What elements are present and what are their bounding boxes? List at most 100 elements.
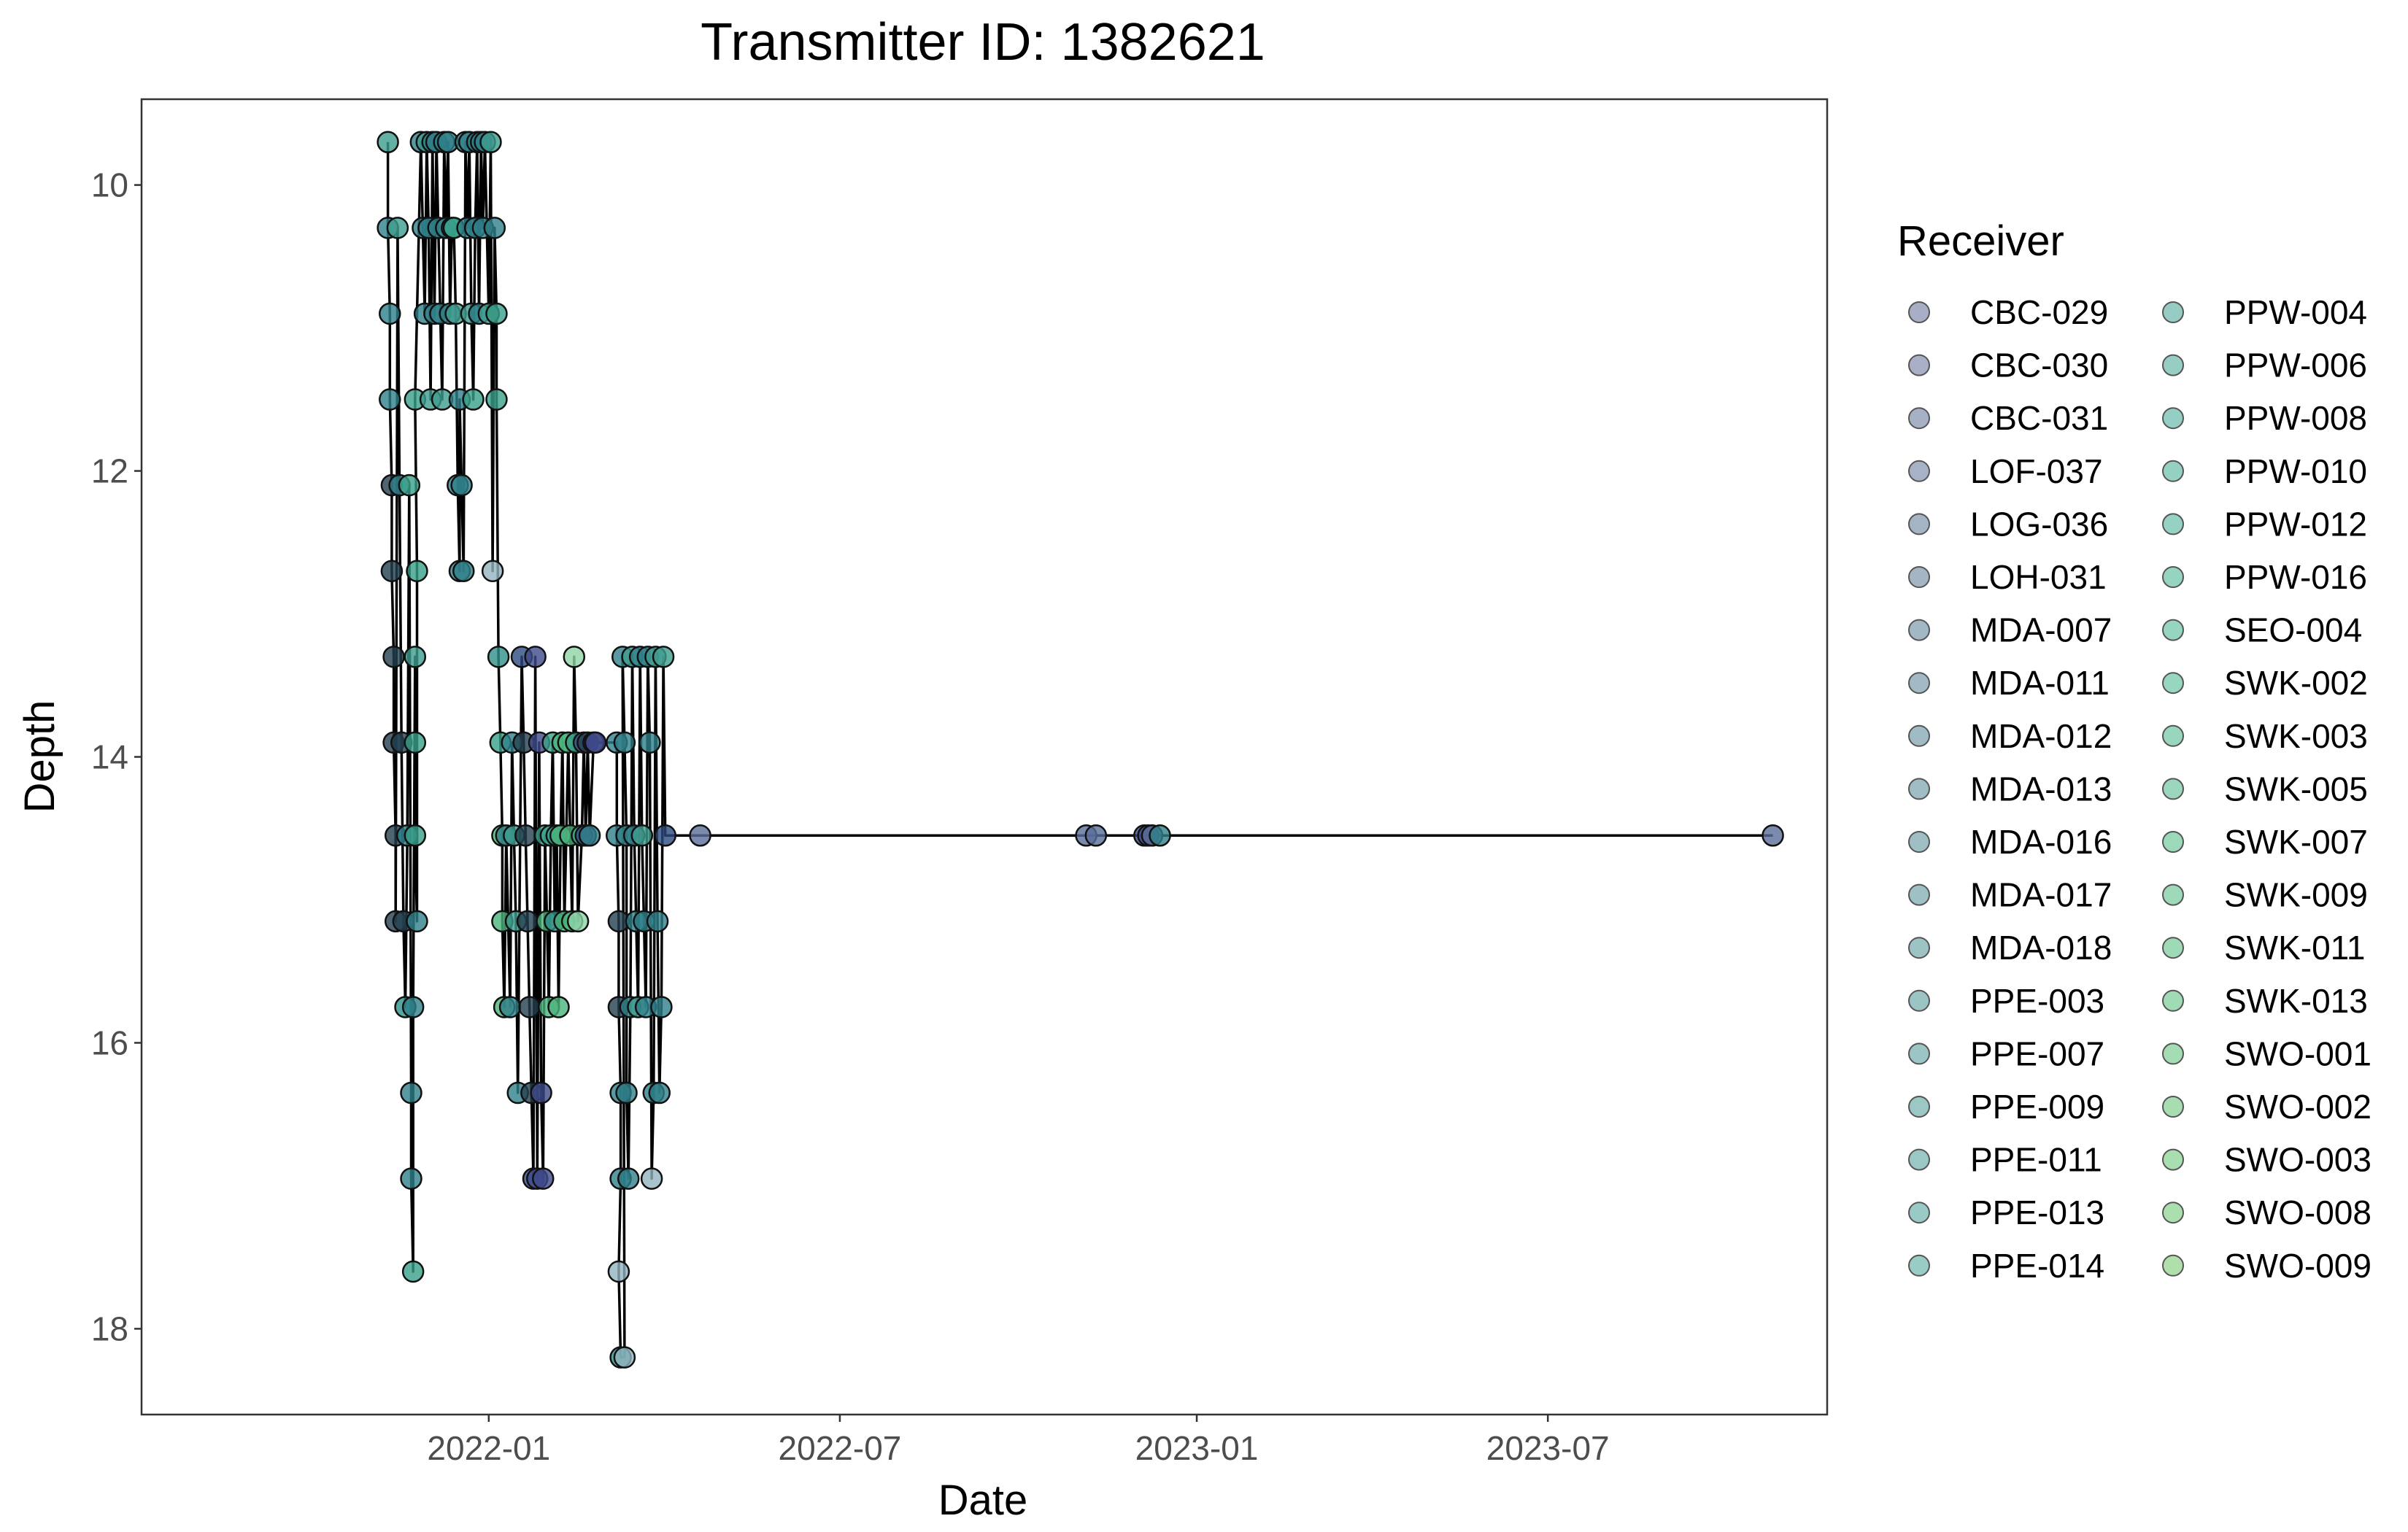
data-point (380, 560, 404, 582)
legend-key (1908, 460, 1930, 482)
legend-key (2162, 883, 2184, 906)
legend-key (2162, 1042, 2184, 1065)
legend-key (2162, 619, 2184, 641)
data-point (401, 1260, 425, 1283)
data-point (1761, 824, 1784, 847)
legend-key (2162, 1202, 2184, 1224)
legend-label: PPE-014 (1970, 1247, 2104, 1285)
legend-key (1908, 1148, 1930, 1171)
legend-key (1908, 1202, 1930, 1224)
data-point (379, 302, 401, 325)
x-tick-label: 2022-07 (779, 1429, 902, 1467)
data-point (404, 731, 427, 754)
data-point (607, 1260, 630, 1283)
data-point (532, 1167, 555, 1190)
y-axis: 10 12 14 16 18 (91, 166, 142, 1347)
legend-label: PPW-008 (2224, 399, 2367, 437)
data-point (406, 560, 428, 582)
legend-label: MDA-011 (1970, 664, 2110, 702)
data-point (652, 646, 675, 668)
data-point (615, 1081, 638, 1104)
legend-key (1908, 619, 1930, 641)
legend-label: CBC-029 (1970, 293, 2108, 331)
y-tick-label: 12 (91, 452, 128, 490)
data-point (452, 560, 475, 582)
data-point (638, 731, 661, 754)
data-point (377, 131, 399, 154)
legend-key (2162, 513, 2184, 535)
legend-key (2162, 724, 2184, 747)
legend-key (2162, 354, 2184, 376)
legend-key (1908, 778, 1930, 800)
legend-key (1908, 672, 1930, 695)
legend-label: MDA-013 (1970, 770, 2112, 808)
legend-key (2162, 1096, 2184, 1118)
legend-label: LOG-036 (1970, 505, 2108, 543)
x-tick-label: 2022-01 (427, 1429, 550, 1467)
data-points (377, 131, 1784, 1369)
legend-label: PPW-012 (2224, 505, 2367, 543)
legend-label: PPE-003 (1970, 982, 2104, 1020)
x-tick-label: 2023-07 (1486, 1429, 1610, 1467)
data-point (514, 824, 537, 847)
legend-key (1908, 989, 1930, 1012)
legend-key (2162, 1254, 2184, 1277)
legend-key (1908, 513, 1930, 535)
chart-title: Transmitter ID: 1382621 (701, 13, 1265, 71)
data-point (1084, 824, 1108, 847)
legend-label: PPE-009 (1970, 1088, 2104, 1126)
data-point (524, 646, 547, 668)
legend-label: SWO-009 (2224, 1247, 2372, 1285)
data-point (400, 1081, 422, 1104)
data-point (379, 388, 401, 411)
legend-key (1908, 301, 1930, 323)
legend-key (1908, 831, 1930, 853)
legend-label: SWK-002 (2224, 664, 2368, 702)
legend-label: SWO-003 (2224, 1141, 2372, 1179)
data-point (613, 731, 636, 754)
x-tick-label: 2023-01 (1135, 1429, 1259, 1467)
data-point (479, 131, 502, 154)
legend-key (1908, 407, 1930, 430)
data-point (398, 473, 421, 497)
data-point (401, 996, 425, 1018)
data-point (404, 646, 427, 668)
legend-label: PPW-010 (2224, 452, 2367, 490)
legend-label: PPE-013 (1970, 1194, 2104, 1231)
data-point (382, 646, 405, 668)
data-point (578, 824, 601, 847)
legend-label: SWK-003 (2224, 717, 2368, 755)
legend-key (2162, 778, 2184, 800)
data-point (400, 1167, 422, 1190)
data-point (406, 910, 428, 933)
data-point (516, 910, 539, 933)
legend-title: Receiver (1897, 217, 2064, 265)
legend-label: MDA-018 (1970, 929, 2112, 967)
data-point (462, 388, 485, 411)
y-axis-title: Depth (16, 700, 63, 813)
legend-label: PPE-007 (1970, 1034, 2104, 1072)
legend-key (1908, 724, 1930, 747)
legend-key (2162, 460, 2184, 482)
data-point (566, 910, 590, 933)
legend-key (2162, 407, 2184, 430)
data-point (485, 388, 508, 411)
data-point (640, 1167, 663, 1190)
legend-label: MDA-007 (1970, 611, 2112, 649)
data-point (646, 910, 669, 933)
legend-key (1908, 883, 1930, 906)
legend-label: SWK-009 (2224, 876, 2368, 914)
legend-label: MDA-017 (1970, 876, 2112, 914)
legend-key (2162, 1148, 2184, 1171)
data-point (689, 824, 711, 847)
legend-label: SWK-005 (2224, 770, 2368, 808)
data-point (584, 731, 607, 754)
legend-label: SWO-001 (2224, 1034, 2372, 1072)
legend-label: PPW-004 (2224, 293, 2367, 331)
legend-label: MDA-012 (1970, 717, 2112, 755)
y-tick-label: 14 (91, 738, 128, 776)
data-point (530, 1081, 552, 1104)
data-point (617, 1167, 640, 1190)
data-point (518, 996, 541, 1018)
